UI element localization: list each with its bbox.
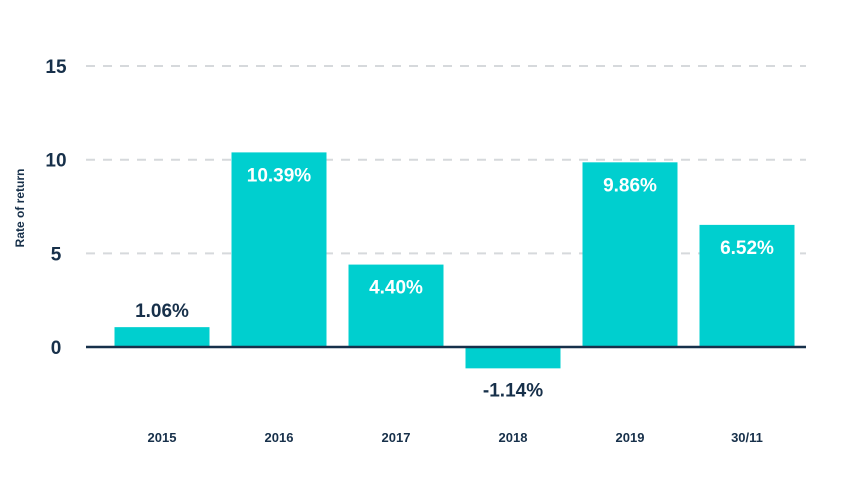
bar (114, 327, 210, 347)
bar (582, 162, 678, 347)
data-label: 6.52% (720, 238, 774, 259)
bar (231, 152, 327, 347)
x-category-label: 2016 (265, 430, 294, 445)
y-tick-label: 15 (45, 57, 67, 78)
x-category-label: 2015 (148, 430, 177, 445)
data-label: 4.40% (369, 278, 423, 299)
bars (114, 152, 795, 369)
y-tick-label: 5 (51, 244, 62, 265)
x-axis-categories: 2015 2016 2017 2018 2019 30/11 (148, 430, 763, 445)
bar (699, 224, 795, 347)
data-label: 10.39% (247, 165, 312, 186)
gridlines (86, 65, 806, 255)
data-label: 1.06% (135, 301, 189, 322)
x-category-label: 2019 (616, 430, 645, 445)
bar (465, 347, 561, 369)
y-axis-label: Rate of return (13, 169, 27, 248)
y-tick-label: 10 (45, 151, 66, 172)
y-axis-ticks: 0 5 10 15 (45, 57, 67, 359)
y-tick-label: 0 (51, 338, 62, 359)
x-category-label: 30/11 (731, 430, 763, 445)
x-category-label: 2017 (382, 430, 411, 445)
data-labels: 1.06% 10.39% 4.40% -1.14% 9.86% 6.52% (135, 165, 774, 401)
x-category-label: 2018 (499, 430, 528, 445)
data-label: -1.14% (483, 380, 543, 401)
data-label: 9.86% (603, 175, 657, 196)
bar (348, 264, 444, 347)
